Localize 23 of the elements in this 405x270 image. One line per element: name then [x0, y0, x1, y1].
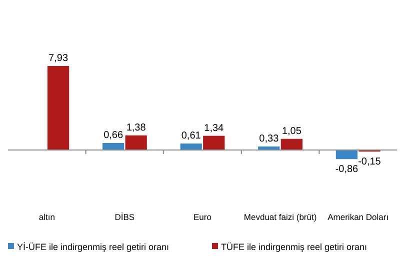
bar [280, 138, 302, 150]
data-label: 0,61 [181, 130, 202, 142]
bar [102, 143, 124, 150]
data-label: 1,38 [126, 122, 146, 134]
legend-label: TÜFE ile indirgenmiş reel getiri oranı [221, 242, 368, 252]
data-label: 7,93 [48, 53, 68, 64]
bar [203, 136, 225, 150]
data-label: 0,33 [259, 134, 280, 145]
x-tick-label: Euro [194, 212, 212, 222]
x-tick-label: altın [38, 212, 56, 222]
data-label: -0,86 [335, 164, 359, 176]
data-label: 1,05 [282, 126, 302, 137]
x-tick-label: Mevduat faizi (brüt) [244, 212, 317, 222]
bar [47, 66, 70, 150]
data-label: 0,66 [104, 130, 124, 142]
data-label: 1,34 [204, 122, 224, 134]
bar [336, 150, 358, 160]
bar [180, 144, 202, 150]
data-label: -0,15 [358, 156, 382, 168]
legend-label: Yİ-ÜFE ile indirgenmiş reel getiri oranı [17, 242, 170, 252]
x-tick-label: DİBS [114, 212, 135, 222]
bar [125, 135, 147, 150]
x-tick-label: Amerikan Doları [328, 212, 389, 222]
